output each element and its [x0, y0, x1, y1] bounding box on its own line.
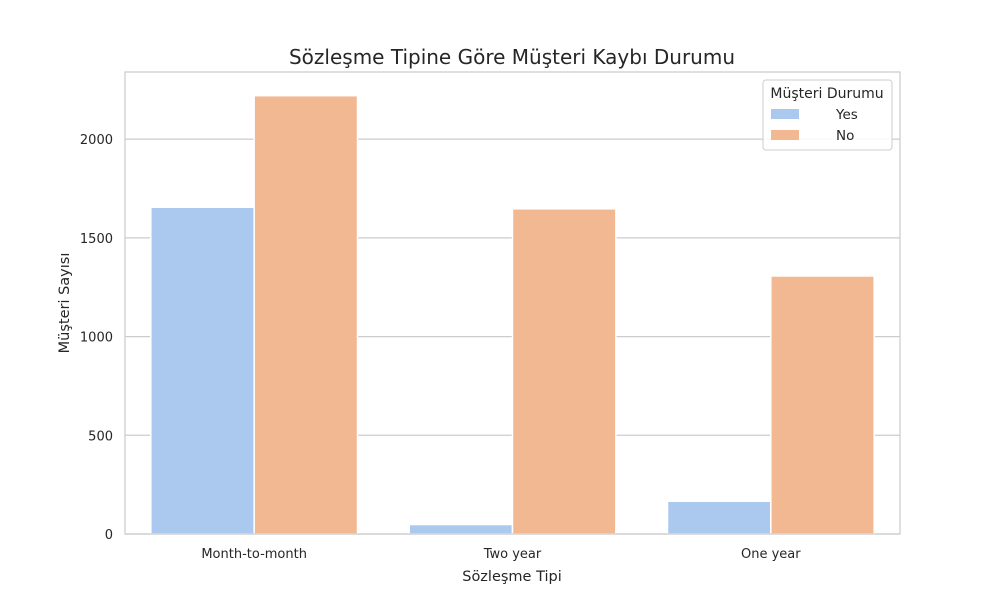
legend-label-yes: Yes — [835, 107, 858, 123]
legend-swatch-no — [771, 130, 799, 140]
y-tick-label-1000: 1000 — [80, 331, 113, 346]
x-tick-labels: Month-to-month Two year One year — [201, 547, 801, 562]
chart-title: Sözleşme Tipine Göre Müşteri Kaybı Durum… — [289, 45, 735, 69]
x-axis-label: Sözleşme Tipi — [462, 569, 562, 585]
bars — [150, 94, 875, 535]
x-tick-label-two-year: Two year — [483, 547, 542, 562]
y-tick-label-0: 0 — [105, 528, 113, 543]
x-tick-label-month-to-month: Month-to-month — [201, 547, 307, 562]
y-tick-label-500: 500 — [88, 429, 113, 444]
plot-frame — [124, 71, 901, 535]
legend-title: Müşteri Durumu — [770, 86, 883, 102]
bar-two-year-yes — [408, 523, 514, 535]
bar-one-year-no — [770, 275, 875, 535]
bar-two-year-no — [511, 208, 617, 535]
y-axis-label: Müşteri Sayısı — [57, 253, 73, 354]
legend-label-no: No — [836, 128, 854, 144]
bar-month-to-month-no — [253, 94, 359, 535]
x-tick-label-one-year: One year — [741, 547, 801, 562]
y-tick-label-2000: 2000 — [80, 133, 113, 148]
legend-swatch-yes — [771, 109, 799, 119]
bar-month-to-month-yes — [150, 206, 255, 535]
legend: Müşteri Durumu Yes No — [762, 79, 893, 151]
bar-one-year-yes — [666, 500, 772, 535]
y-tick-label-1500: 1500 — [80, 232, 113, 247]
y-tick-labels: 0 500 1000 1500 2000 — [80, 133, 113, 543]
